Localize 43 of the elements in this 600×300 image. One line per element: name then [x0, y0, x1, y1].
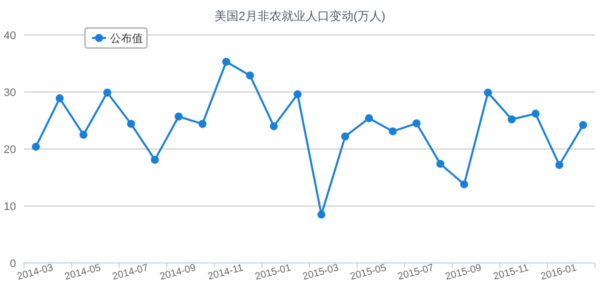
point: [508, 115, 516, 124]
point: [364, 114, 373, 122]
y-tick-label: 20: [4, 144, 16, 156]
x-tick-label: 2014-09: [158, 262, 198, 283]
point: [555, 160, 564, 169]
point: [412, 119, 421, 128]
point: [388, 127, 397, 136]
point: [294, 90, 302, 98]
point: [460, 180, 468, 188]
point: [174, 112, 183, 121]
chart-title: 美国2月非农就业人口变动(万人): [214, 9, 386, 23]
y-tick-label: 0: [10, 258, 16, 270]
y-tick-label: 10: [4, 201, 16, 213]
x-tick-label: 2015-09: [444, 262, 484, 283]
legend-label: 公布值: [110, 33, 143, 45]
point: [56, 94, 64, 102]
point: [79, 130, 88, 139]
point: [32, 142, 40, 151]
y-tick-label: 30: [4, 87, 16, 99]
x-tick-label: 2015-07: [396, 262, 436, 283]
point: [317, 210, 326, 219]
x-tick-label: 2015-03: [302, 262, 340, 283]
x-tick-label: 2014-07: [111, 262, 150, 283]
point: [222, 58, 230, 66]
point: [532, 110, 540, 118]
x-tick-label: 2014-03: [16, 262, 55, 283]
point: [484, 88, 492, 97]
point: [198, 120, 206, 128]
x-tick-label: 2015-11: [492, 262, 530, 283]
point: [150, 156, 159, 164]
x-tick-label: 2014-11: [206, 262, 245, 283]
point: [341, 132, 350, 140]
point: [270, 122, 278, 130]
point: [579, 121, 588, 130]
x-tick-label: 2015-01: [254, 262, 293, 283]
point: [103, 88, 112, 97]
point: [436, 160, 444, 168]
point: [127, 120, 136, 128]
x-tick-label: 2015-05: [349, 262, 388, 283]
x-tick-label: 2016-01: [540, 262, 578, 283]
x-tick-label: 2014-05: [64, 262, 102, 283]
y-tick-label: 40: [4, 30, 16, 42]
point: [246, 71, 254, 80]
